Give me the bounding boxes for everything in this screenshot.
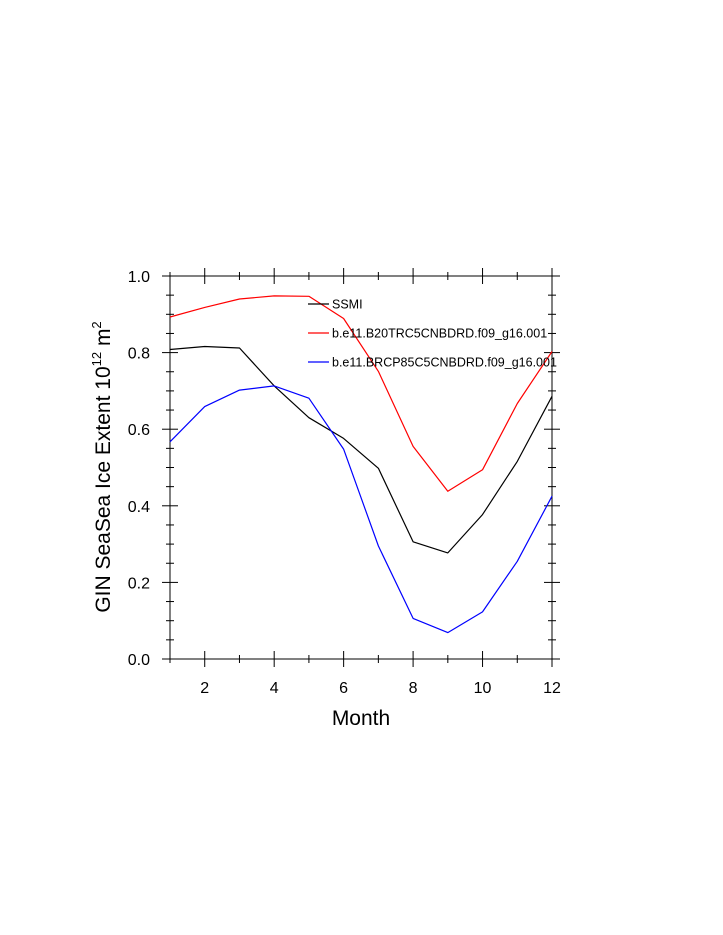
legend-label-0: SSMI xyxy=(332,298,363,312)
x-tick-label: 2 xyxy=(200,680,209,697)
y-axis-title-main: GIN SeaSea Ice Extent 10 xyxy=(92,366,115,612)
y-tick-label: 1.0 xyxy=(128,269,150,286)
y-tick-labels: 0.0 0.2 0.4 0.6 0.8 1.0 xyxy=(128,269,150,669)
x-tick-label: 8 xyxy=(409,680,418,697)
y-tick-label: 0.8 xyxy=(128,346,150,363)
legend: SSMI b.e11.B20TRC5CNBDRD.f09_g16.001 b.e11… xyxy=(308,298,557,370)
y-tick-label: 0.0 xyxy=(128,652,150,669)
minor-ticks xyxy=(166,272,556,663)
major-ticks xyxy=(162,268,560,667)
x-axis-title: Month xyxy=(332,707,390,730)
series-lines xyxy=(169,295,553,634)
y-axis-title: GIN SeaSea Ice Extent 1012 m2 xyxy=(89,321,115,612)
x-tick-label: 12 xyxy=(543,680,561,697)
y-axis-title-unit: m xyxy=(92,329,115,352)
x-tick-label: 6 xyxy=(339,680,348,697)
y-axis-title-exponent: 12 xyxy=(89,352,104,366)
legend-label-1: b.e11.B20TRC5CNBDRD.f09_g16.001 xyxy=(332,327,547,341)
y-axis-title-unit-exponent: 2 xyxy=(89,321,104,328)
x-tick-label: 10 xyxy=(474,680,492,697)
y-tick-label: 0.2 xyxy=(128,575,150,592)
series-line-2 xyxy=(169,385,553,634)
legend-label-2: b.e11.BRCP85C5CNBDRD.f09_g16.001 xyxy=(332,356,557,370)
series-line-1 xyxy=(169,295,553,492)
plot-area: 2 4 6 8 10 12 0.0 0.2 0.4 0.6 0.8 1.0 xyxy=(128,268,561,697)
x-tick-label: 4 xyxy=(270,680,279,697)
series-line-0 xyxy=(169,345,553,554)
y-tick-label: 0.4 xyxy=(128,499,150,516)
y-tick-label: 0.6 xyxy=(128,422,150,439)
x-tick-labels: 2 4 6 8 10 12 xyxy=(200,680,561,697)
